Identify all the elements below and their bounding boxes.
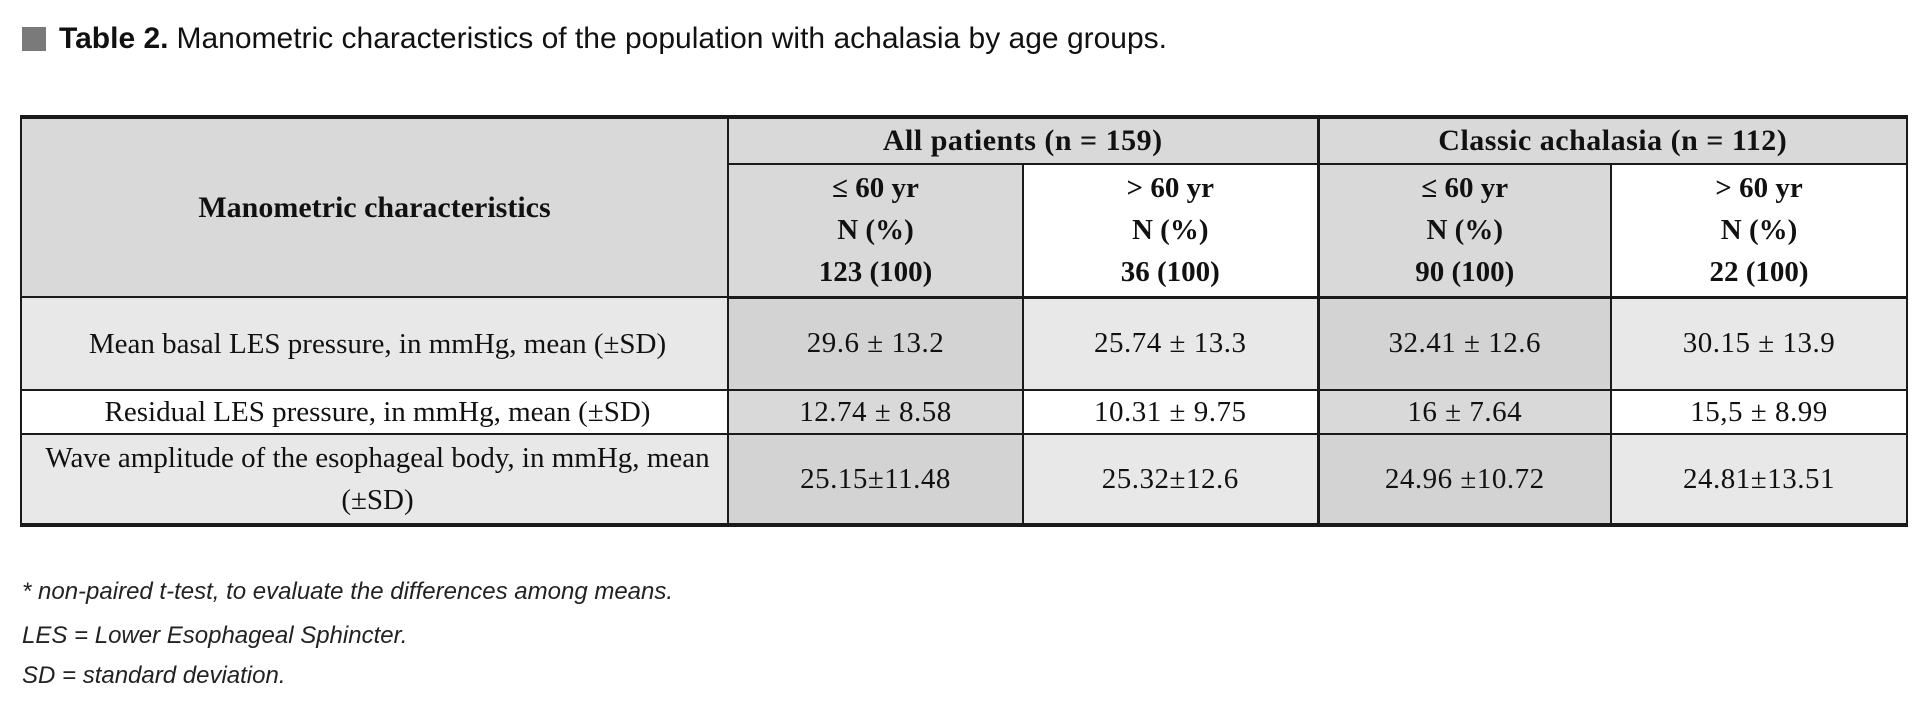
- column-header-classic-le60: ≤ 60 yr N (%) 90 (100): [1316, 163, 1612, 299]
- data-cell: 15,5 ± 8.99: [1609, 389, 1909, 435]
- row-label: Mean basal LES pressure, in mmHg, mean (…: [20, 296, 729, 391]
- data-cell: 32.41 ± 12.6: [1316, 296, 1612, 391]
- n-value-label: 90 (100): [1415, 256, 1515, 289]
- data-cell: 16 ± 7.64: [1316, 389, 1612, 435]
- data-cell: 30.15 ± 13.9: [1609, 296, 1909, 391]
- footnote-sd: SD = standard deviation.: [22, 662, 286, 689]
- data-cell: 10.31 ± 9.75: [1022, 389, 1319, 435]
- data-cell: 12.74 ± 8.58: [727, 389, 1024, 435]
- footnote-ttest: * non-paired t-test, to evaluate the dif…: [22, 578, 674, 605]
- page-title: Table 2. Manometric characteristics of t…: [22, 22, 1167, 56]
- group-header-all-patients: All patients (n = 159): [727, 116, 1319, 165]
- data-cell: 25.32±12.6: [1022, 433, 1319, 526]
- n-percent-label: N (%): [1131, 214, 1209, 247]
- row-label: Wave amplitude of the esophageal body, i…: [20, 433, 729, 526]
- column-header-all-gt60: > 60 yr N (%) 36 (100): [1022, 163, 1319, 299]
- footnote-les: LES = Lower Esophageal Sphincter.: [22, 622, 408, 649]
- group-header-classic-achalasia: Classic achalasia (n = 112): [1316, 116, 1909, 165]
- n-value-label: 36 (100): [1120, 256, 1220, 289]
- n-value-label: 123 (100): [818, 256, 933, 289]
- age-range-label: > 60 yr: [1715, 172, 1803, 205]
- table-number: Table 2.: [59, 22, 169, 55]
- column-header-classic-gt60: > 60 yr N (%) 22 (100): [1609, 163, 1909, 299]
- column-header-all-le60: ≤ 60 yr N (%) 123 (100): [727, 163, 1024, 299]
- corner-header: Manometric characteristics: [20, 116, 729, 298]
- age-range-label: ≤ 60 yr: [832, 172, 919, 205]
- table-bullet-icon: [22, 27, 46, 51]
- age-range-label: > 60 yr: [1126, 172, 1214, 205]
- table-row-wave-amplitude: Wave amplitude of the esophageal body, i…: [20, 433, 1909, 526]
- n-percent-label: N (%): [1426, 214, 1503, 247]
- data-cell: 25.15±11.48: [727, 433, 1024, 526]
- n-value-label: 22 (100): [1709, 256, 1809, 289]
- data-cell: 24.96 ±10.72: [1316, 433, 1612, 526]
- column-header-row: ≤ 60 yr N (%) 123 (100) > 60 yr N (%) 36…: [21, 163, 1909, 299]
- manometric-table: Manometric characteristics All patients …: [20, 115, 1909, 527]
- data-cell: 25.74 ± 13.3: [1022, 296, 1319, 391]
- n-percent-label: N (%): [1720, 214, 1798, 247]
- n-percent-label: N (%): [837, 214, 914, 247]
- data-cell: 29.6 ± 13.2: [727, 296, 1024, 391]
- age-range-label: ≤ 60 yr: [1421, 172, 1509, 205]
- table-row-residual-les: Residual LES pressure, in mmHg, mean (±S…: [20, 389, 1909, 435]
- table-row-basal-les: Mean basal LES pressure, in mmHg, mean (…: [20, 296, 1909, 391]
- table-caption: Manometric characteristics of the popula…: [176, 22, 1168, 55]
- data-cell: 24.81±13.51: [1609, 433, 1909, 526]
- group-header-row: Manometric characteristics All patients …: [20, 116, 1909, 298]
- row-label: Residual LES pressure, in mmHg, mean (±S…: [20, 389, 729, 435]
